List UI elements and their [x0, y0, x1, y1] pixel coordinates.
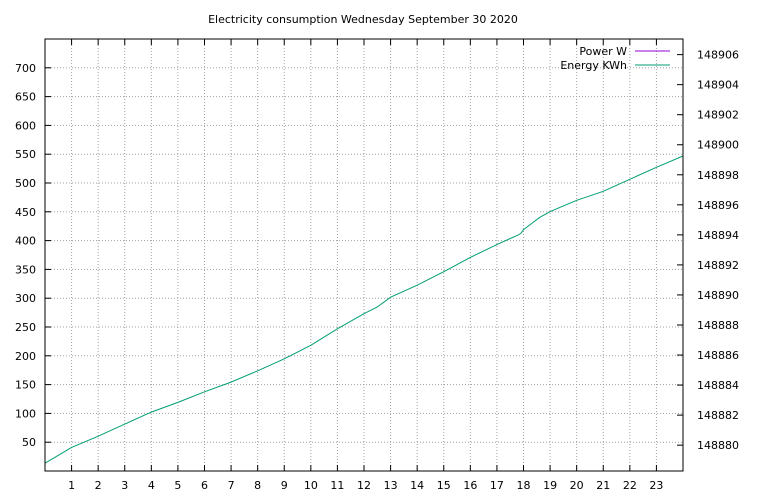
x-tick-label: 10 — [304, 479, 318, 492]
x-tick-label: 15 — [437, 479, 451, 492]
y2-tick-label: 148892 — [697, 259, 739, 272]
x-tick-label: 3 — [121, 479, 128, 492]
y-tick-label: 450 — [15, 206, 36, 219]
y2-tick-label: 148896 — [697, 199, 739, 212]
y2-tick-label: 148890 — [697, 289, 739, 302]
x-tick-label: 18 — [517, 479, 531, 492]
x-tick-label: 19 — [543, 479, 557, 492]
x-tick-label: 5 — [174, 479, 181, 492]
y-tick-label: 600 — [15, 119, 36, 132]
y-tick-label: 650 — [15, 91, 36, 104]
x-tick-label: 12 — [357, 479, 371, 492]
y-tick-label: 100 — [15, 407, 36, 420]
legend-label: Power W — [579, 45, 627, 58]
y-tick-label: 250 — [15, 321, 36, 334]
x-tick-label: 17 — [490, 479, 504, 492]
chart-title: Electricity consumption Wednesday Septem… — [208, 13, 518, 26]
x-tick-label: 22 — [623, 479, 637, 492]
x-tick-label: 1 — [68, 479, 75, 492]
series-lines — [44, 155, 684, 464]
y2-tick-label: 148904 — [697, 79, 739, 92]
y-tick-label: 50 — [22, 436, 36, 449]
y-tick-label: 350 — [15, 263, 36, 276]
x-tick-label: 23 — [649, 479, 663, 492]
y-tick-label: 550 — [15, 148, 36, 161]
x-tick-label: 8 — [254, 479, 261, 492]
x-tick-label: 14 — [410, 479, 424, 492]
y-tick-label: 150 — [15, 379, 36, 392]
y2-tick-label: 148902 — [697, 109, 739, 122]
y2-tick-label: 148894 — [697, 229, 739, 242]
x-tick-label: 11 — [330, 479, 344, 492]
x-tick-label: 4 — [148, 479, 155, 492]
y2-tick-label: 148884 — [697, 379, 739, 392]
y-tick-label: 700 — [15, 62, 36, 75]
axis-ticks: 1 2 3 4 5 6 7 8 9 10 11 12 13 14 15 16 17 18 19 20 21 22 23501… — [15, 39, 739, 492]
x-tick-label: 6 — [201, 479, 208, 492]
series-line-energy — [44, 155, 684, 464]
x-tick-label: 13 — [384, 479, 398, 492]
x-tick-label: 16 — [463, 479, 477, 492]
y-tick-label: 400 — [15, 235, 36, 248]
x-tick-label: 7 — [228, 479, 235, 492]
x-tick-label: 21 — [596, 479, 610, 492]
x-tick-label: 20 — [570, 479, 584, 492]
x-tick-label: 2 — [95, 479, 102, 492]
legend-label: Energy KWh — [560, 59, 627, 72]
y-tick-label: 200 — [15, 350, 36, 363]
y2-tick-label: 148888 — [697, 319, 739, 332]
x-tick-label: 9 — [281, 479, 288, 492]
y2-tick-label: 148906 — [697, 49, 739, 62]
y2-tick-label: 148900 — [697, 139, 739, 152]
grid — [45, 39, 683, 471]
y-tick-label: 300 — [15, 292, 36, 305]
y2-tick-label: 148886 — [697, 349, 739, 362]
y2-tick-label: 148898 — [697, 169, 739, 182]
y2-tick-label: 148882 — [697, 409, 739, 422]
y2-tick-label: 148880 — [697, 439, 739, 452]
y-tick-label: 500 — [15, 177, 36, 190]
